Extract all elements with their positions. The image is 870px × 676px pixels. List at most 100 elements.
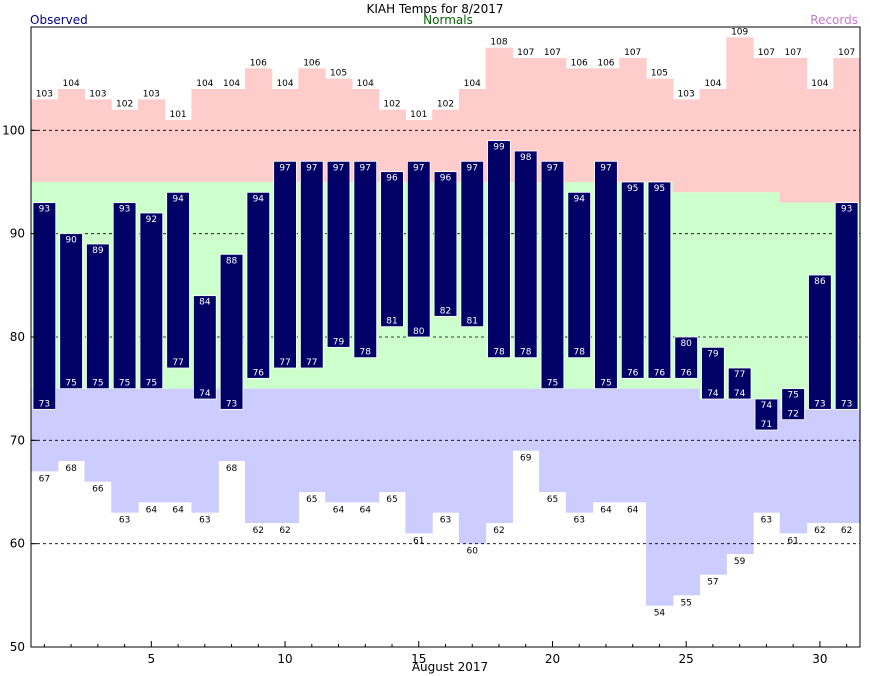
record-low-label: 69	[520, 454, 532, 464]
record-high-label: 107	[544, 48, 561, 58]
record-high-label: 104	[357, 79, 374, 89]
y-tick-label: 70	[10, 433, 25, 447]
observed-bar	[380, 171, 404, 328]
normal-band	[779, 202, 808, 410]
record-high-label: 106	[571, 58, 588, 68]
observed-low-label: 74	[199, 389, 211, 399]
record-low-label: 64	[333, 505, 345, 515]
observed-high-label: 89	[92, 246, 104, 256]
record-low-band	[619, 388, 647, 503]
record-low-label: 62	[814, 526, 825, 536]
record-low-band	[779, 409, 808, 534]
legend-observed: Observed	[30, 13, 88, 27]
record-low-band	[137, 388, 166, 503]
record-low-band	[833, 409, 861, 523]
record-low-label: 62	[493, 526, 504, 536]
observed-low-label: 74	[734, 389, 746, 399]
observed-high-label: 84	[199, 298, 211, 308]
record-high-label: 106	[597, 58, 614, 68]
record-low-label: 55	[680, 598, 691, 608]
record-high-band	[57, 89, 86, 182]
observed-high-label: 92	[146, 215, 157, 225]
observed-low-label: 78	[360, 348, 372, 358]
record-high-label: 105	[330, 69, 347, 79]
record-low-band	[699, 399, 727, 575]
observed-bars	[32, 140, 859, 431]
record-high-label: 103	[36, 89, 53, 99]
observed-bar	[326, 160, 351, 348]
record-low-label: 62	[253, 526, 264, 536]
observed-high-label: 95	[654, 184, 665, 194]
record-low-label: 59	[734, 557, 746, 567]
observed-high-label: 88	[226, 256, 238, 266]
observed-low-label: 79	[333, 337, 345, 347]
x-tick-label: 10	[277, 652, 292, 666]
observed-bar	[647, 181, 672, 379]
observed-low-label: 77	[306, 358, 317, 368]
record-high-label: 101	[169, 110, 186, 120]
record-high-band	[565, 68, 594, 182]
observed-high-label: 97	[306, 163, 317, 173]
record-low-band	[806, 409, 834, 523]
observed-high-label: 95	[627, 184, 638, 194]
observed-bar	[433, 171, 458, 317]
record-low-label: 64	[172, 505, 184, 515]
record-high-band	[726, 37, 754, 193]
observed-high-label: 80	[680, 339, 692, 349]
record-low-band	[565, 388, 594, 513]
observed-bar	[406, 160, 431, 338]
record-low-band	[191, 388, 219, 513]
record-low-band	[325, 388, 353, 503]
observed-low-label: 77	[172, 358, 183, 368]
observed-bar	[273, 160, 297, 369]
observed-high-label: 97	[600, 163, 611, 173]
observed-low-label: 77	[279, 358, 290, 368]
observed-bar	[300, 160, 324, 369]
record-low-label: 64	[360, 505, 372, 515]
record-high-band	[244, 68, 273, 182]
x-tick-label: 20	[545, 652, 560, 666]
record-low-band	[111, 388, 139, 513]
observed-high-label: 77	[734, 370, 745, 380]
record-low-label: 68	[65, 464, 77, 474]
observed-bar	[139, 212, 164, 390]
record-low-label: 65	[306, 495, 317, 505]
observed-low-label: 78	[520, 348, 532, 358]
observed-bar	[219, 253, 244, 410]
record-high-band	[378, 109, 406, 182]
observed-bar	[86, 243, 110, 390]
y-tick-label: 50	[10, 640, 25, 654]
record-high-label: 106	[303, 58, 320, 68]
record-low-label: 68	[226, 464, 238, 474]
observed-bar	[353, 160, 378, 359]
record-high-label: 104	[276, 79, 293, 89]
record-high-band	[31, 99, 59, 182]
record-low-label: 64	[600, 505, 612, 515]
observed-bar	[701, 346, 725, 400]
record-low-label: 60	[467, 547, 479, 557]
observed-low-label: 75	[92, 379, 103, 389]
observed-high-label: 97	[333, 163, 344, 173]
record-low-label: 66	[92, 485, 104, 495]
observed-low-label: 75	[547, 379, 558, 389]
observed-bar	[567, 191, 591, 359]
observed-low-label: 75	[119, 379, 130, 389]
record-low-label: 63	[573, 516, 584, 526]
observed-bar	[487, 140, 511, 359]
observed-high-label: 98	[520, 153, 532, 163]
record-high-label: 107	[838, 48, 855, 58]
record-low-label: 62	[279, 526, 290, 536]
chart-title: KIAH Temps for 8/2017	[366, 2, 503, 16]
record-high-band	[619, 58, 647, 182]
record-low-label: 63	[440, 516, 451, 526]
observed-bar	[193, 295, 217, 400]
observed-low-label: 73	[39, 399, 50, 409]
legend-records: Records	[810, 13, 858, 27]
record-high-label: 102	[116, 100, 133, 110]
record-high-label: 107	[517, 48, 534, 58]
observed-high-label: 99	[493, 143, 505, 153]
observed-high-label: 93	[39, 205, 50, 215]
record-high-label: 101	[410, 110, 427, 120]
record-low-label: 61	[413, 536, 424, 546]
